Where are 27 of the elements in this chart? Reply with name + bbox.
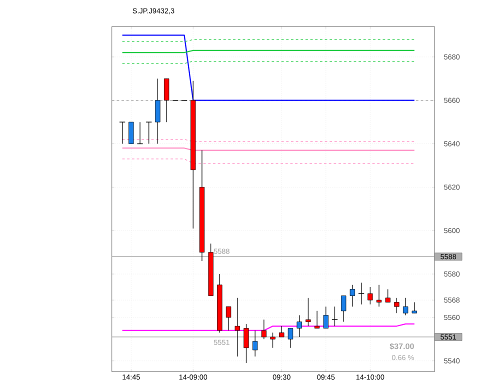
candlestick — [252, 330, 258, 357]
candlestick — [368, 286, 373, 305]
candlestick — [288, 328, 294, 348]
candlestick — [323, 306, 328, 329]
candlestick — [119, 122, 126, 144]
candlestick — [164, 78, 170, 122]
candlestick — [376, 284, 382, 307]
candlestick — [314, 310, 320, 329]
candlestick — [261, 319, 267, 340]
candlestick — [244, 324, 249, 364]
candlestick — [350, 284, 356, 307]
candlestick — [402, 298, 408, 316]
candlestick — [394, 298, 400, 314]
candlestick — [306, 298, 311, 326]
candlestick — [226, 306, 232, 331]
candlestick — [385, 288, 390, 303]
candlestick — [358, 282, 364, 305]
candlestick — [234, 298, 240, 357]
candlestick — [341, 295, 346, 322]
annotation: $37.00 — [390, 343, 414, 350]
candlestick — [412, 302, 418, 314]
candlestick — [270, 332, 276, 348]
candlestick — [128, 122, 134, 144]
candlestick — [279, 326, 284, 338]
candlestick — [155, 78, 160, 144]
candlestick — [146, 122, 152, 144]
candlestick — [296, 314, 302, 338]
